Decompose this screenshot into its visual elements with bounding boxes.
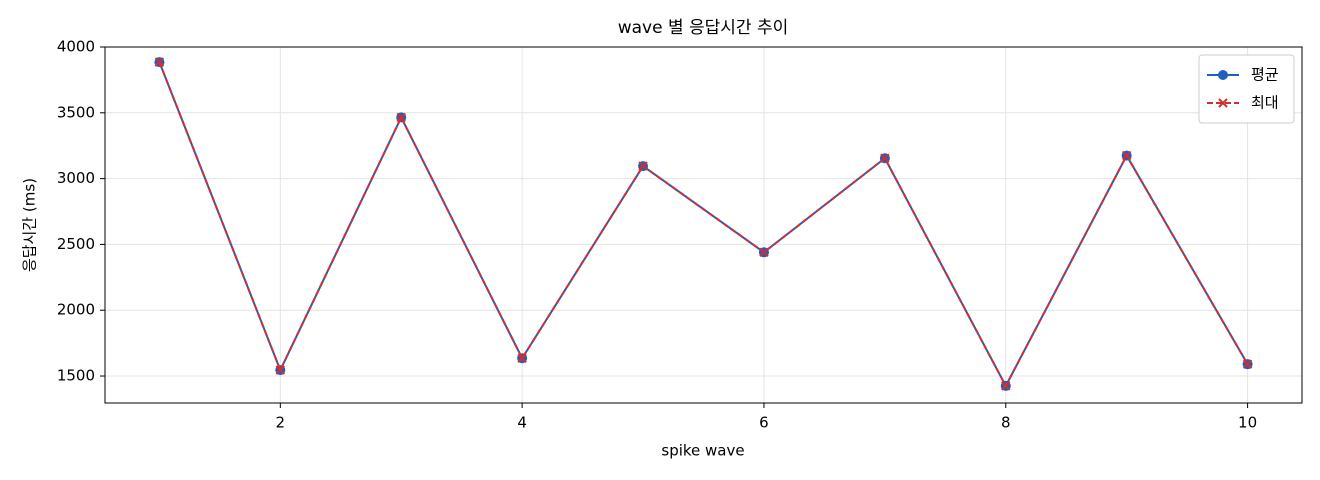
x-axis-label: spike wave <box>661 442 744 460</box>
y-tick-label: 1500 <box>57 367 95 385</box>
x-tick-label: 8 <box>1001 414 1011 432</box>
y-axis-label: 응답시간 (ms) <box>21 178 39 272</box>
x-tick-label: 10 <box>1238 414 1257 432</box>
data-point <box>1001 381 1011 391</box>
data-point <box>275 365 286 375</box>
data-point <box>154 57 165 67</box>
data-point <box>759 247 769 258</box>
series-line <box>158 61 1249 389</box>
data-point <box>517 353 527 363</box>
x-tick-label: 2 <box>276 414 286 432</box>
y-tick-label: 3500 <box>57 103 95 121</box>
data-point <box>396 112 406 123</box>
y-tick-label: 2500 <box>57 235 95 253</box>
x-tick-label: 6 <box>759 414 769 432</box>
data-point <box>1242 359 1253 369</box>
data-point <box>638 161 648 171</box>
data-point <box>1121 150 1132 161</box>
legend-box <box>1198 54 1295 124</box>
y-tick-label: 3000 <box>57 169 95 187</box>
legend-label: 평균 <box>1251 66 1279 84</box>
y-tick-label: 4000 <box>57 38 95 56</box>
x-tick-label: 4 <box>517 414 527 432</box>
series-line <box>158 61 1249 389</box>
legend-label: 최대 <box>1251 94 1279 112</box>
legend-marker <box>1218 98 1228 108</box>
y-tick-label: 2000 <box>57 301 95 319</box>
data-point <box>880 153 890 163</box>
chart-title: wave 별 응답시간 추이 <box>618 18 789 38</box>
legend-marker <box>1218 70 1228 80</box>
plot-frame <box>104 46 1303 404</box>
